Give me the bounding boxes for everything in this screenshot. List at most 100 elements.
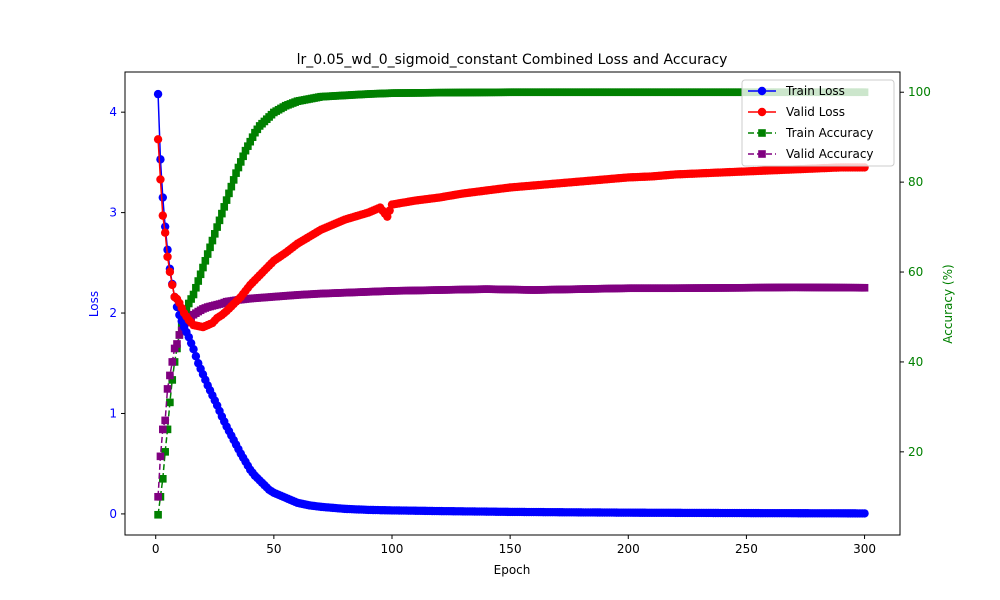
train-accuracy-point: [246, 137, 255, 146]
train-accuracy-point: [210, 230, 219, 238]
axes-layer: 0 50 100 150 200 250 300 0 1 2 3 4 20 40 60 80 100: [109, 85, 931, 556]
train-accuracy-point: [194, 277, 203, 285]
train-accuracy-point: [232, 169, 240, 177]
train-accuracy-point: [225, 189, 233, 198]
train-loss-point: [153, 89, 163, 99]
series-layer: [153, 88, 869, 519]
legend-label: Train Loss: [785, 84, 845, 98]
legend-entries: Train Loss Valid Loss Train Accuracy Valid …: [748, 84, 874, 161]
train-accuracy-point: [248, 133, 257, 141]
x-tick-label: 100: [381, 542, 404, 556]
train-accuracy-point: [241, 146, 250, 155]
valid-accuracy-point: [163, 385, 172, 393]
train-accuracy-point: [168, 376, 177, 384]
train-accuracy-point: [199, 263, 207, 272]
right-y-tick-label: 80: [908, 175, 923, 189]
plot-area-frame: [124, 71, 901, 536]
valid-accuracy-point: [161, 416, 169, 425]
valid-accuracy-point: [168, 358, 177, 366]
train-accuracy-point: [203, 250, 212, 258]
legend: Train Loss Valid Loss Train Accuracy Valid …: [741, 79, 895, 167]
train-loss-point: [156, 155, 165, 164]
train-accuracy-point: [196, 270, 205, 279]
train-loss-point: [860, 509, 869, 518]
legend-entry-valid-loss: Valid Loss: [748, 105, 845, 119]
valid-accuracy-point: [159, 425, 167, 434]
left-y-axis-title: Loss: [87, 291, 101, 317]
train-accuracy-point: [159, 475, 167, 483]
train-accuracy-point: [227, 182, 236, 191]
train-accuracy-point: [161, 448, 169, 456]
train-accuracy-point: [189, 290, 198, 299]
legend-label: Valid Accuracy: [786, 147, 874, 161]
valid-loss-point: [165, 267, 175, 277]
train-accuracy-point: [187, 295, 195, 303]
train-accuracy-point: [184, 299, 193, 308]
left-y-tick-label: 0: [109, 507, 117, 521]
train-accuracy-point: [222, 196, 231, 204]
train-accuracy-point: [213, 223, 221, 231]
legend-box: [741, 79, 895, 167]
legend-swatch-marker: [757, 86, 767, 96]
valid-loss-series: [153, 135, 869, 332]
legend-entry-train-loss: Train Loss: [748, 84, 845, 98]
right-y-tick-label: 20: [908, 445, 923, 459]
left-y-tick-label: 4: [109, 105, 117, 119]
x-tick-label: 250: [735, 542, 758, 556]
valid-accuracy-point: [175, 331, 184, 339]
train-accuracy-point: [166, 398, 174, 407]
valid-accuracy-point: [170, 344, 179, 353]
legend-entry-valid-accuracy: Valid Accuracy: [748, 147, 874, 161]
train-loss-point: [160, 222, 170, 231]
train-accuracy-point: [154, 510, 162, 519]
train-loss-series: [153, 89, 869, 518]
legend-label: Valid Loss: [786, 105, 845, 119]
legend-entry-train-accuracy: Train Accuracy: [748, 126, 873, 140]
legend-swatch-marker: [758, 150, 766, 158]
valid-accuracy-point: [166, 371, 174, 380]
valid-accuracy-point: [154, 492, 162, 501]
valid-accuracy-point: [860, 283, 869, 292]
train-accuracy-point: [234, 163, 243, 172]
x-axis-title: Epoch: [494, 563, 531, 577]
train-accuracy-point: [163, 425, 172, 434]
train-accuracy-point: [208, 236, 217, 245]
valid-loss-point: [158, 211, 168, 220]
valid-loss-point: [160, 228, 170, 237]
valid-loss-point: [163, 252, 172, 261]
train-accuracy-point: [192, 283, 200, 292]
train-loss-point: [158, 193, 168, 202]
left-y-tick-label: 1: [109, 406, 117, 420]
train-loss-point: [191, 352, 201, 361]
train-loss-point: [189, 344, 198, 354]
train-accuracy-point: [218, 209, 226, 218]
x-tick-label: 150: [499, 542, 522, 556]
train-accuracy-point: [244, 142, 252, 150]
right-y-tick-label: 100: [908, 85, 931, 99]
valid-accuracy-point: [156, 452, 165, 461]
train-accuracy-point: [239, 152, 247, 161]
left-y-tick-label: 3: [109, 206, 117, 220]
train-accuracy-point: [220, 203, 229, 211]
train-accuracy-point: [206, 243, 214, 252]
valid-accuracy-point: [173, 340, 181, 348]
valid-loss-point: [168, 280, 177, 290]
chart-title: lr_0.05_wd_0_sigmoid_constant Combined L…: [297, 52, 728, 68]
valid-loss-point: [156, 175, 165, 184]
train-accuracy-point: [236, 158, 245, 166]
left-y-tick-label: 2: [109, 306, 117, 320]
x-tick-label: 300: [853, 542, 876, 556]
x-tick-label: 0: [152, 542, 160, 556]
right-y-axis-title: Accuracy (%): [941, 264, 955, 343]
legend-swatch-marker: [757, 107, 767, 117]
legend-label: Train Accuracy: [785, 126, 873, 140]
train-accuracy-point: [201, 256, 210, 265]
right-y-tick-label: 40: [908, 355, 923, 369]
train-accuracy-point: [215, 216, 224, 225]
valid-accuracy-series: [154, 283, 869, 501]
x-tick-label: 200: [617, 542, 640, 556]
legend-swatch-marker: [758, 129, 766, 137]
right-y-tick-label: 60: [908, 265, 923, 279]
train-accuracy-point: [229, 176, 238, 184]
